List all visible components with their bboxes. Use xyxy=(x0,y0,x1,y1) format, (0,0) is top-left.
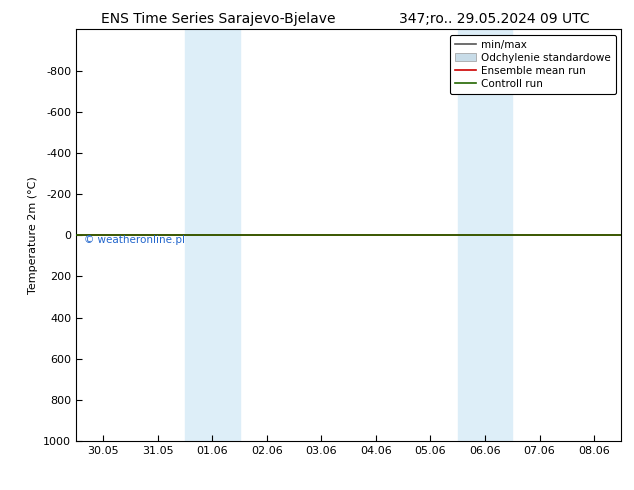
Text: ENS Time Series Sarajevo-Bjelave: ENS Time Series Sarajevo-Bjelave xyxy=(101,12,336,26)
Legend: min/max, Odchylenie standardowe, Ensemble mean run, Controll run: min/max, Odchylenie standardowe, Ensembl… xyxy=(450,35,616,95)
Text: © weatheronline.pl: © weatheronline.pl xyxy=(84,235,185,245)
Bar xyxy=(185,29,240,441)
Y-axis label: Temperature 2m (°C): Temperature 2m (°C) xyxy=(28,176,37,294)
Bar xyxy=(458,29,512,441)
Text: 347;ro.. 29.05.2024 09 UTC: 347;ro.. 29.05.2024 09 UTC xyxy=(399,12,590,26)
